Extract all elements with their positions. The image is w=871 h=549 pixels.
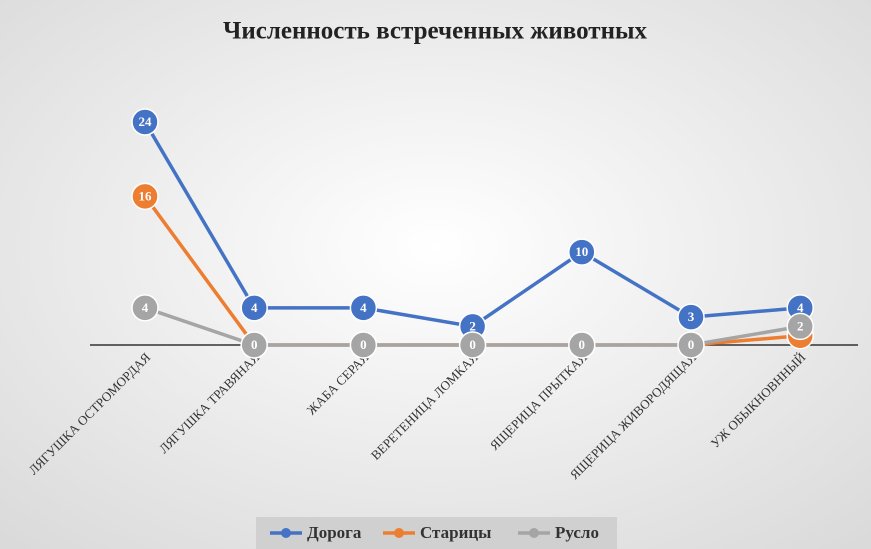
legend-label: Старицы: [420, 523, 491, 542]
data-label: 10: [575, 244, 588, 259]
data-label: 0: [360, 337, 367, 352]
data-label: 4: [142, 300, 149, 315]
data-label: 0: [251, 337, 258, 352]
legend-marker: [281, 528, 291, 538]
marker: [458, 331, 487, 359]
data-label: 3: [688, 309, 695, 324]
data-label: 0: [688, 337, 695, 352]
marker: [131, 294, 159, 322]
legend-label: Русло: [555, 523, 599, 542]
marker: [568, 238, 596, 266]
marker: [786, 312, 814, 341]
legend-marker: [529, 528, 539, 538]
chart-title: Численность встреченных животных: [223, 18, 647, 45]
marker: [349, 331, 378, 359]
data-label: 2: [797, 318, 804, 333]
legend-label: Дорога: [307, 523, 362, 542]
marker: [349, 294, 378, 322]
marker: [240, 331, 268, 359]
data-label: 16: [139, 188, 153, 203]
marker: [677, 331, 705, 359]
marker: [568, 331, 596, 359]
data-label: 2: [469, 318, 476, 333]
marker: [240, 294, 268, 322]
data-label: 4: [797, 300, 804, 315]
marker: [131, 108, 159, 136]
data-label: 24: [139, 114, 153, 129]
marker: [131, 182, 159, 211]
data-label: 0: [579, 337, 586, 352]
legend-marker: [394, 528, 404, 538]
marker: [677, 303, 705, 331]
data-label: 0: [469, 337, 476, 352]
legend-box: [256, 517, 617, 549]
data-label: 4: [360, 300, 367, 315]
data-label: 4: [251, 300, 258, 315]
